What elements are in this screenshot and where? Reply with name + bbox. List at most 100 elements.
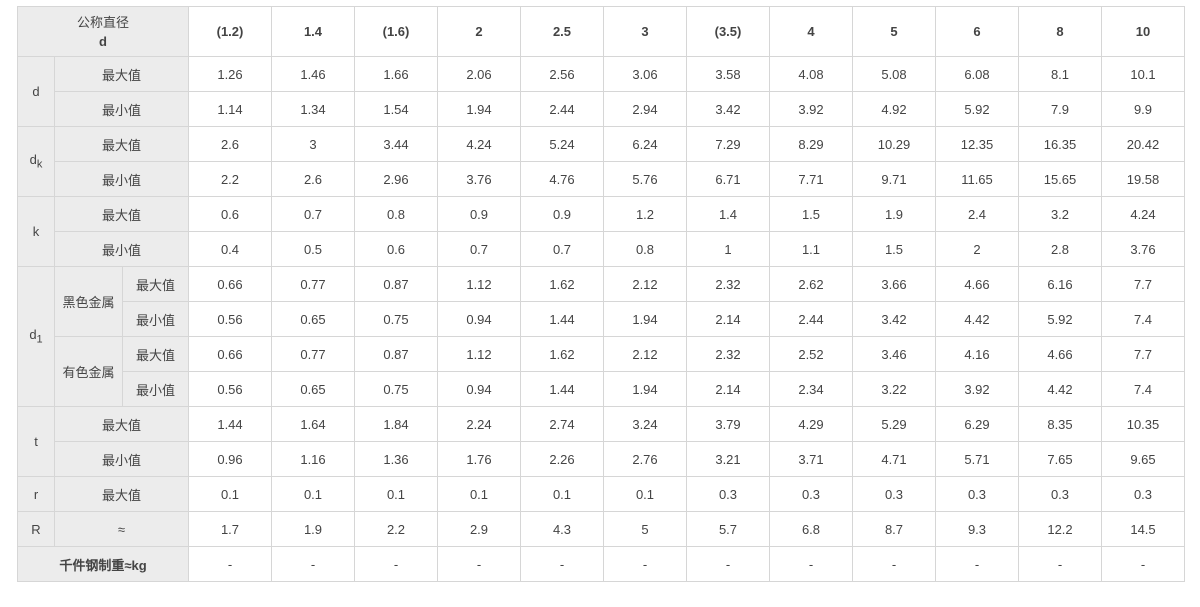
- value-cell: 1.44: [188, 406, 272, 442]
- value-cell: 1.12: [437, 336, 521, 372]
- row-label-max: 最大值: [122, 336, 189, 372]
- value-cell: 0.7: [520, 231, 604, 267]
- value-cell: 6.8: [769, 511, 853, 547]
- value-cell: 6.29: [935, 406, 1019, 442]
- table-row: k 最大值 0.6 0.7 0.8 0.9 0.9 1.2 1.4 1.5 1.9 2.4 3.2 4…: [17, 196, 1185, 267]
- value-cell: 4.66: [935, 266, 1019, 302]
- row-label-max: 最大值: [54, 196, 189, 232]
- value-cell: 1.9: [852, 196, 936, 232]
- row-label-approx: ≈: [54, 511, 189, 547]
- table-row: R ≈ 1.7 1.9 2.2 2.9 4.3 5 5.7 6.8 8.7 9.3 12.2 14.5: [17, 511, 1185, 547]
- value-cell: 1.84: [354, 406, 438, 442]
- value-cell: 15.65: [1018, 161, 1102, 197]
- value-cell: 0.96: [188, 441, 272, 477]
- value-cell: 1.44: [520, 371, 604, 407]
- value-cell: 1.12: [437, 266, 521, 302]
- value-cell: 0.1: [188, 476, 272, 512]
- value-cell: 0.3: [769, 476, 853, 512]
- value-cell: 3.76: [437, 161, 521, 197]
- material-ferrous: 黑色金属: [54, 266, 123, 337]
- row-label-mass: 千件钢制重≈kg: [17, 546, 189, 582]
- value-cell: 5.76: [603, 161, 687, 197]
- size-header: (1.2): [188, 6, 272, 57]
- row-label-min: 最小值: [54, 161, 189, 197]
- value-cell: 9.3: [935, 511, 1019, 547]
- value-cell: 0.75: [354, 301, 438, 337]
- param-dk-sub: k: [36, 158, 43, 171]
- value-cell: 1.2: [603, 196, 687, 232]
- value-cell: 0.94: [437, 371, 521, 407]
- value-cell: 3.42: [686, 91, 770, 127]
- value-cell: 3.06: [603, 56, 687, 92]
- value-cell: -: [271, 546, 355, 582]
- value-cell: 2.6: [188, 126, 272, 162]
- value-cell: 0.6: [354, 231, 438, 267]
- value-cell: 1.34: [271, 91, 355, 127]
- value-cell: 6.24: [603, 126, 687, 162]
- value-cell: -: [520, 546, 604, 582]
- table-row: 最小值 0.56 0.65 0.75 0.94 1.44 1.94 2.14 2.34 3.22…: [18, 371, 1185, 407]
- value-cell: 16.35: [1018, 126, 1102, 162]
- value-cell: 7.71: [769, 161, 853, 197]
- value-cell: 1.5: [852, 231, 936, 267]
- value-cell: 0.7: [437, 231, 521, 267]
- value-cell: 10.29: [852, 126, 936, 162]
- value-cell: -: [935, 546, 1019, 582]
- value-cell: 2.26: [520, 441, 604, 477]
- value-cell: 19.58: [1101, 161, 1185, 197]
- value-cell: 1.16: [271, 441, 355, 477]
- value-cell: 4.42: [1018, 371, 1102, 407]
- value-cell: 2.8: [1018, 231, 1102, 267]
- value-cell: 0.77: [271, 336, 355, 372]
- value-cell: -: [852, 546, 936, 582]
- value-cell: 3.79: [686, 406, 770, 442]
- value-cell: 7.7: [1101, 266, 1185, 302]
- value-cell: -: [603, 546, 687, 582]
- value-cell: 0.1: [603, 476, 687, 512]
- value-cell: 2.52: [769, 336, 853, 372]
- value-cell: 4.08: [769, 56, 853, 92]
- row-label-min: 最小值: [122, 371, 189, 407]
- header-title: 公称直径: [76, 14, 129, 30]
- value-cell: 1.94: [603, 301, 687, 337]
- value-cell: 8.29: [769, 126, 853, 162]
- value-cell: 2.4: [935, 196, 1019, 232]
- value-cell: 1.64: [271, 406, 355, 442]
- value-cell: 2.34: [769, 371, 853, 407]
- value-cell: 1.1: [769, 231, 853, 267]
- value-cell: 2.94: [603, 91, 687, 127]
- table-row: 最小值 0.4 0.5 0.6 0.7 0.7 0.8 1 1.1 1.5 2 2.8 3.76: [18, 231, 1185, 267]
- size-header: 1.4: [271, 6, 355, 57]
- value-cell: 4.3: [520, 511, 604, 547]
- value-cell: 0.8: [603, 231, 687, 267]
- value-cell: 0.3: [686, 476, 770, 512]
- value-cell: -: [769, 546, 853, 582]
- value-cell: 2.76: [603, 441, 687, 477]
- value-cell: 3.44: [354, 126, 438, 162]
- value-cell: 5.24: [520, 126, 604, 162]
- value-cell: 7.4: [1101, 371, 1185, 407]
- value-cell: 0.66: [188, 336, 272, 372]
- size-header: 6: [935, 6, 1019, 57]
- value-cell: 2.96: [354, 161, 438, 197]
- value-cell: 3.46: [852, 336, 936, 372]
- value-cell: 4.16: [935, 336, 1019, 372]
- value-cell: 0.77: [271, 266, 355, 302]
- value-cell: 2.44: [769, 301, 853, 337]
- size-header: 2: [437, 6, 521, 57]
- size-header: (3.5): [686, 6, 770, 57]
- value-cell: 4.42: [935, 301, 1019, 337]
- value-cell: 7.65: [1018, 441, 1102, 477]
- value-cell: 1.7: [188, 511, 272, 547]
- table-row: 最小值 1.14 1.34 1.54 1.94 2.44 2.94 3.42 3.92 4.92…: [18, 91, 1185, 127]
- value-cell: 0.65: [271, 371, 355, 407]
- value-cell: 6.08: [935, 56, 1019, 92]
- value-cell: 14.5: [1101, 511, 1185, 547]
- value-cell: 0.1: [354, 476, 438, 512]
- value-cell: 3.21: [686, 441, 770, 477]
- value-cell: 1.46: [271, 56, 355, 92]
- value-cell: 5: [603, 511, 687, 547]
- value-cell: 8.35: [1018, 406, 1102, 442]
- param-dk: dk: [17, 126, 55, 197]
- size-header: 3: [603, 6, 687, 57]
